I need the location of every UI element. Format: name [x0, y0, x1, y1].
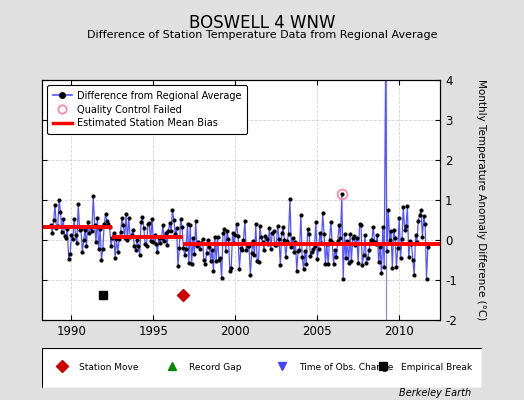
Legend: Difference from Regional Average, Quality Control Failed, Estimated Station Mean: Difference from Regional Average, Qualit… — [47, 85, 247, 134]
Text: Empirical Break: Empirical Break — [401, 364, 472, 372]
Text: Station Move: Station Move — [79, 364, 139, 372]
Text: Difference of Station Temperature Data from Regional Average: Difference of Station Temperature Data f… — [87, 30, 437, 40]
Text: Berkeley Earth: Berkeley Earth — [399, 388, 472, 398]
Text: BOSWELL 4 WNW: BOSWELL 4 WNW — [189, 14, 335, 32]
Text: Time of Obs. Change: Time of Obs. Change — [299, 364, 394, 372]
FancyBboxPatch shape — [42, 348, 482, 388]
Text: Record Gap: Record Gap — [189, 364, 242, 372]
Y-axis label: Monthly Temperature Anomaly Difference (°C): Monthly Temperature Anomaly Difference (… — [476, 79, 486, 321]
